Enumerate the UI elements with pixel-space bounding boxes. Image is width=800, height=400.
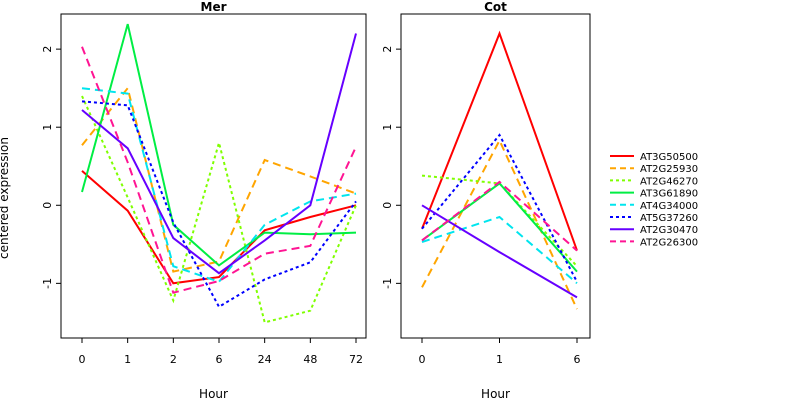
x-axis-label: Hour bbox=[481, 387, 510, 400]
series-line-at2g46270 bbox=[81, 95, 357, 324]
legend-label: AT3G61890 bbox=[640, 189, 698, 200]
x-tick-label: 1 bbox=[496, 353, 503, 366]
plot-frame bbox=[60, 13, 367, 339]
y-tick-label: 2 bbox=[41, 46, 54, 53]
y-tick-label: 1 bbox=[381, 124, 394, 131]
x-tick-label: 6 bbox=[216, 353, 223, 366]
legend-label: AT5G37260 bbox=[640, 213, 698, 224]
y-tick-label: -1 bbox=[41, 278, 54, 289]
series-line-at2g25930 bbox=[81, 85, 357, 273]
panel-title: Cot bbox=[484, 0, 507, 14]
x-tick-label: 1 bbox=[124, 353, 131, 366]
series-line-at2g30470 bbox=[81, 33, 357, 275]
legend-label: AT2G46270 bbox=[640, 176, 698, 187]
plot-frame bbox=[400, 13, 591, 339]
y-axis-label: centered expression bbox=[0, 137, 11, 259]
legend-label: AT4G34000 bbox=[640, 201, 698, 212]
y-tick-label: 1 bbox=[41, 124, 54, 131]
y-tick-label: 0 bbox=[41, 202, 54, 209]
panel-title: Mer bbox=[201, 0, 227, 14]
x-tick-label: 2 bbox=[170, 353, 177, 366]
series-line-at2g26300 bbox=[421, 180, 578, 252]
x-tick-label: 24 bbox=[258, 353, 272, 366]
x-axis-label: Hour bbox=[199, 387, 228, 400]
y-tick-label: 2 bbox=[381, 46, 394, 53]
series-line-at2g26300 bbox=[81, 46, 357, 294]
series-line-at4g34000 bbox=[81, 87, 357, 283]
series-line-at3g50500 bbox=[81, 170, 357, 285]
x-tick-label: 0 bbox=[79, 353, 86, 366]
x-tick-label: 6 bbox=[574, 353, 581, 366]
series-line-at3g61890 bbox=[81, 23, 357, 267]
series-line-at2g46270 bbox=[421, 174, 578, 267]
series-line-at5g37260 bbox=[421, 133, 578, 283]
y-tick-label: 0 bbox=[381, 202, 394, 209]
x-tick-label: 72 bbox=[349, 353, 363, 366]
legend-label: AT2G26300 bbox=[640, 237, 698, 248]
series-line-at4g34000 bbox=[421, 215, 578, 285]
panel-mer: Mer -1 0 1 2 0 1 2 6 24 48 72 Hour bbox=[41, 0, 367, 400]
series-line-at2g30470 bbox=[421, 204, 578, 299]
x-tick-label: 48 bbox=[303, 353, 317, 366]
legend-label: AT2G30470 bbox=[640, 225, 698, 236]
x-tick-label: 0 bbox=[419, 353, 426, 366]
legend-label: AT3G50500 bbox=[640, 152, 698, 163]
series-line-at3g50500 bbox=[421, 30, 578, 251]
series-line-at3g61890 bbox=[421, 182, 578, 273]
series-line-at2g25930 bbox=[421, 138, 578, 310]
legend-label: AT2G25930 bbox=[640, 164, 698, 175]
panel-cot: Cot -1 0 1 2 0 1 6 Hour bbox=[381, 0, 591, 400]
y-tick-label: -1 bbox=[381, 278, 394, 289]
